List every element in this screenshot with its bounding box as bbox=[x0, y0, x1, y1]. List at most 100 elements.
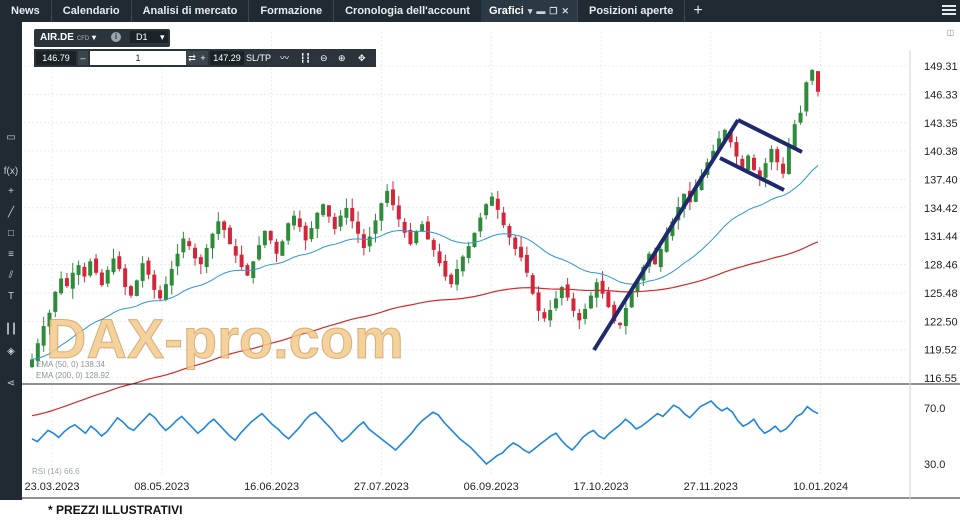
tab-news[interactable]: News bbox=[11, 5, 40, 17]
candle-body bbox=[501, 212, 506, 226]
layers-icon[interactable]: ◈ bbox=[7, 346, 15, 357]
candle-body bbox=[478, 217, 483, 232]
add-tab-button[interactable]: + bbox=[684, 0, 710, 22]
timeframe-select[interactable]: D1 ▾ bbox=[130, 31, 168, 43]
swap-icon[interactable]: ⇄ bbox=[186, 51, 198, 65]
candle-body bbox=[804, 82, 809, 112]
tab-cronologia-account[interactable]: Cronologia dell'account bbox=[333, 0, 481, 22]
candle-body bbox=[618, 322, 623, 326]
restore-icon[interactable]: ❐ bbox=[549, 6, 558, 16]
trade-bar: 146.79 – 1 ⇄ + 147.29 SL/TP 〰 ┇┇ ⊖ ⊕ ✥ bbox=[34, 49, 376, 67]
candle-body bbox=[565, 284, 570, 298]
candle-body bbox=[693, 188, 698, 202]
candle-body bbox=[559, 287, 564, 298]
y-tick-label: 146.33 bbox=[924, 89, 958, 101]
tab-grafici-label: Grafici bbox=[488, 5, 524, 17]
candle-body bbox=[524, 254, 529, 273]
candle-body bbox=[507, 226, 512, 238]
candle-body bbox=[204, 248, 209, 268]
trendline-flagpole bbox=[592, 118, 740, 352]
indicators-icon[interactable]: f(x) bbox=[3, 166, 19, 177]
candle-body bbox=[606, 291, 611, 308]
trendline-flag-top bbox=[737, 118, 803, 154]
tab-posizioni-aperte[interactable]: Posizioni aperte bbox=[576, 0, 684, 22]
share-icon[interactable]: ⋖ bbox=[6, 378, 16, 389]
candles-icon[interactable]: ┃┃ bbox=[4, 324, 18, 335]
text-icon[interactable]: T bbox=[7, 291, 15, 302]
candle-body bbox=[158, 290, 163, 299]
info-icon[interactable]: i bbox=[111, 32, 121, 42]
drawing-toolbar: ▭ f(x) + ╱ □ ≡ ⫽ T ┃┃ ◈ ⋖ bbox=[0, 22, 22, 500]
candle-body bbox=[35, 343, 40, 361]
candle-body bbox=[495, 198, 500, 210]
candle-body bbox=[82, 266, 87, 277]
candle-body bbox=[548, 309, 553, 321]
bars-icon[interactable]: ┇┇ bbox=[300, 53, 311, 63]
candle-body bbox=[274, 241, 279, 254]
tab-analisi-di-mercato[interactable]: Analisi di mercato bbox=[130, 0, 249, 22]
candle-body bbox=[59, 278, 64, 294]
tab-grafici[interactable]: Grafici ▾ ▬ ❐ ✕ bbox=[480, 0, 577, 22]
chart-type-icon[interactable]: ▭ bbox=[6, 132, 16, 143]
quantity-input[interactable]: 1 bbox=[90, 51, 186, 65]
zoom-out-icon[interactable]: ⊖ bbox=[320, 53, 328, 63]
increase-quantity-button[interactable]: + bbox=[198, 51, 208, 65]
sltp-button[interactable]: SL/TP bbox=[246, 53, 272, 63]
expand-icon[interactable]: ◫ bbox=[946, 28, 954, 37]
candle-body bbox=[583, 308, 588, 319]
menu-icon[interactable] bbox=[942, 3, 956, 17]
candle-body bbox=[128, 286, 133, 296]
candle-body bbox=[216, 221, 221, 234]
chevron-down-icon[interactable]: ▾ bbox=[92, 33, 97, 42]
y-tick-label: 131.44 bbox=[924, 231, 958, 243]
close-icon[interactable]: ✕ bbox=[561, 6, 569, 16]
decrease-quantity-button[interactable]: – bbox=[78, 51, 88, 65]
tab-calendario[interactable]: Calendario bbox=[50, 0, 131, 22]
candle-body bbox=[728, 132, 733, 143]
candle-body bbox=[64, 278, 69, 287]
candle-body bbox=[123, 268, 128, 288]
zoom-in-icon[interactable]: ⊕ bbox=[338, 53, 346, 63]
watermark-text: DAX-pro.com bbox=[46, 307, 404, 370]
crosshair-icon[interactable]: + bbox=[8, 186, 14, 197]
candle-body bbox=[315, 212, 320, 229]
candle-body bbox=[198, 257, 203, 265]
chart-svg[interactable]: 149.31 146.33 143.35 140.38 137.40 134.42 131.… bbox=[22, 22, 960, 500]
candle-body bbox=[612, 304, 617, 322]
minimize-icon[interactable]: ▬ bbox=[536, 6, 546, 16]
pitchfork-icon[interactable]: ⫽ bbox=[8, 270, 14, 281]
chevron-down-icon[interactable]: ▾ bbox=[527, 6, 533, 16]
buy-price-button[interactable]: 147.29 bbox=[210, 51, 244, 65]
chart-area[interactable]: 149.31 146.33 143.35 140.38 137.40 134.42 131.… bbox=[22, 22, 960, 500]
candle-body bbox=[711, 150, 716, 160]
candle-body bbox=[786, 147, 791, 174]
x-tick-label: 17.10.2023 bbox=[573, 481, 628, 493]
candle-body bbox=[600, 280, 605, 294]
fibonacci-icon[interactable]: ≡ bbox=[8, 249, 14, 260]
candle-body bbox=[193, 247, 198, 259]
candle-body bbox=[623, 308, 628, 327]
chevron-down-icon: ▾ bbox=[160, 32, 165, 42]
candle-body bbox=[262, 230, 267, 246]
line-chart-icon[interactable]: 〰 bbox=[280, 53, 290, 63]
tab-formazione[interactable]: Formazione bbox=[248, 0, 333, 22]
move-icon[interactable]: ✥ bbox=[358, 53, 366, 63]
trendline-icon[interactable]: ╱ bbox=[7, 207, 15, 218]
y-tick-label: 122.50 bbox=[924, 316, 958, 328]
candle-body bbox=[111, 258, 116, 273]
candle-body bbox=[699, 175, 704, 191]
sell-price-button[interactable]: 146.79 bbox=[36, 51, 76, 65]
x-tick-label: 06.09.2023 bbox=[464, 481, 519, 493]
rectangle-icon[interactable]: □ bbox=[7, 228, 15, 239]
candle-body bbox=[740, 158, 745, 168]
candle-body bbox=[332, 216, 337, 229]
candle-body bbox=[297, 218, 302, 228]
instrument-symbol[interactable]: AIR.DE CFD ▾ bbox=[40, 32, 96, 43]
y-tick-label: 149.31 bbox=[924, 61, 958, 73]
x-tick-label: 16.06.2023 bbox=[244, 481, 299, 493]
candle-body bbox=[658, 248, 663, 268]
rsi-legend: RSI (14) 66.6 bbox=[32, 467, 80, 476]
candle-body bbox=[326, 205, 331, 217]
candle-body bbox=[420, 224, 425, 232]
candle-body bbox=[431, 240, 436, 250]
